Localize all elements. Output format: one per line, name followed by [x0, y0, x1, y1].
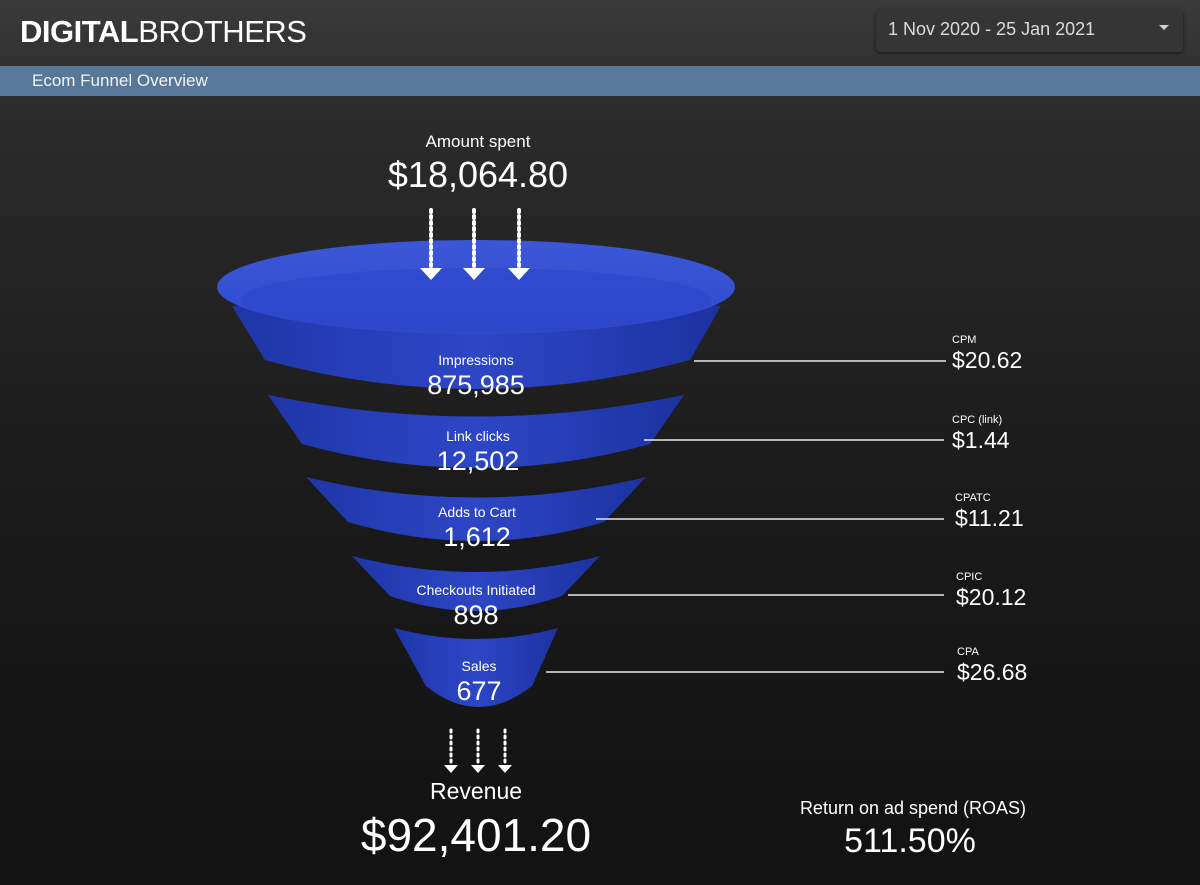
stage-value-adds-to-cart: 1,612	[443, 522, 511, 552]
revenue-value: $92,401.20	[360, 809, 592, 861]
metric-label-cpa: CPA	[957, 646, 979, 658]
stage-value-impressions: 875,985	[427, 370, 525, 400]
section-header: Ecom Funnel Overview	[0, 66, 1200, 96]
section-title: Ecom Funnel Overview	[32, 71, 208, 90]
connector-lines	[546, 360, 946, 673]
stage-label-checkouts: Checkouts Initiated	[416, 582, 536, 598]
stage-label-impressions: Impressions	[438, 352, 514, 368]
date-range-picker[interactable]: 1 Nov 2020 - 25 Jan 2021	[876, 10, 1183, 52]
metric-value-cpm: $20.62	[952, 347, 1023, 373]
metric-value-cpa: $26.68	[957, 659, 1028, 685]
brand-logo: DIGITALBROTHERS	[20, 14, 307, 50]
stage-value-checkouts: 898	[453, 600, 499, 630]
stage-label-sales: Sales	[461, 658, 497, 674]
metric-value-cpatc: $11.21	[955, 505, 1024, 531]
inflow-arrows	[420, 208, 530, 280]
roas-value: 511.50%	[844, 822, 976, 860]
revenue-label: Revenue	[429, 778, 523, 804]
metric-value-cpc: $1.44	[952, 427, 1010, 453]
stage-value-sales: 677	[456, 676, 502, 706]
metric-label-cpc: CPC (link)	[952, 414, 1003, 426]
stage-label-adds-to-cart: Adds to Cart	[438, 504, 516, 520]
metric-label-cpm: CPM	[952, 334, 977, 346]
logo-light-text: BROTHERS	[138, 14, 307, 49]
metric-value-cpic: $20.12	[956, 584, 1027, 610]
metric-label-cpatc: CPATC	[955, 492, 991, 504]
metric-label-cpic: CPIC	[956, 571, 983, 583]
date-range-value: 1 Nov 2020 - 25 Jan 2021	[888, 19, 1096, 39]
stage-label-link-clicks: Link clicks	[446, 428, 510, 444]
stage-value-link-clicks: 12,502	[436, 446, 520, 476]
amount-spent-label: Amount spent	[425, 132, 531, 151]
top-bar: DIGITALBROTHERS 1 Nov 2020 - 25 Jan 2021	[0, 0, 1200, 66]
dropdown-caret-icon	[1159, 25, 1169, 30]
roas-label: Return on ad spend (ROAS)	[799, 798, 1027, 818]
logo-bold-text: DIGITAL	[20, 14, 139, 49]
outflow-arrows	[444, 728, 512, 773]
amount-spent-value: $18,064.80	[387, 154, 569, 195]
